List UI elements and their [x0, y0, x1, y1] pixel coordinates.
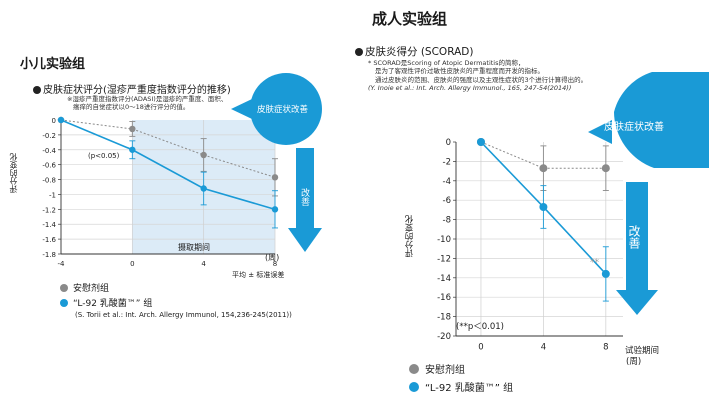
- y-tick-label: -12: [437, 254, 451, 264]
- legend-grey-dot-icon: [409, 364, 419, 374]
- left-badge-icon: [250, 73, 322, 145]
- left-note-line: 瘙痒的自觉症状以0～18进行评分的值。: [73, 103, 190, 112]
- right-x-unit: (周): [626, 357, 642, 367]
- left-chart-title-text: 皮肤症状评分(湿疹严重度指数评分的推移): [43, 85, 231, 96]
- right-chart-title-text: 皮肤炎得分 (SCORAD): [365, 46, 474, 58]
- placebo-point: [200, 151, 207, 159]
- y-tick-label: -0.4: [42, 147, 56, 155]
- y-tick-label: -10: [437, 235, 451, 245]
- l92-point: [129, 146, 136, 153]
- left-improve-arrow-head-icon: [288, 228, 322, 252]
- right-y-axis-label: 评分的变化: [405, 215, 415, 258]
- y-tick-label: -18: [437, 313, 451, 323]
- right-improve-arrow-icon: [626, 182, 648, 292]
- left-chart-title: 皮肤症状评分(湿疹严重度指数评分的推移): [33, 81, 231, 96]
- x-tick-label: 0: [478, 343, 483, 353]
- y-tick-label: -2: [443, 157, 451, 167]
- right-arrow-label: 改善: [627, 225, 641, 249]
- placebo-point: [539, 164, 548, 173]
- right-p-note: (**p＜0.01): [456, 322, 504, 332]
- adult-group-heading: 成人实验组: [372, 10, 448, 28]
- left-chart: 0 -0.2 -0.4 -0.6 -0.8 -1 -1.2 -1.4 -1.6 -1.8-4 0 4 8: [42, 73, 322, 268]
- right-chart-title: 皮肤炎得分 (SCORAD): [355, 44, 473, 59]
- x-tick-label: 8: [273, 260, 277, 268]
- left-note-line: ※湿疹严重度指数评分(ADASI)是湿疹的严重度、面积、: [67, 95, 228, 103]
- left-y-axis-label: 评分的变化: [9, 153, 18, 193]
- right-badge-icon: [614, 72, 709, 168]
- left-badge-pointer-icon: [231, 99, 252, 119]
- y-tick-label: -1.4: [42, 221, 56, 229]
- y-tick-label: -1: [49, 191, 56, 199]
- placebo-series-line: [60, 119, 276, 178]
- l92-point: [271, 206, 279, 213]
- y-tick-label: -1.6: [42, 236, 56, 244]
- x-tick-label: 4: [201, 260, 206, 268]
- right-note-line: (Y. Inoie et al.: Int. Arch. Allergy Imm…: [368, 84, 572, 93]
- y-tick-label: -0.8: [42, 177, 56, 185]
- y-tick-label: -14: [437, 274, 451, 284]
- left-x-unit: (周): [265, 253, 280, 262]
- right-note-line: 通过皮肤炎的范围、皮肤炎的强度以及主观性症状的3个进行计算得出的。: [375, 75, 588, 84]
- y-tick-label: -0.2: [42, 132, 56, 140]
- right-legend-l92: “L-92 乳酸菌™” 组: [409, 379, 513, 394]
- placebo-point: [129, 125, 136, 133]
- legend-placebo-label: 安慰剂组: [73, 284, 110, 294]
- bullet-icon: [355, 48, 363, 56]
- left-improve-arrow-icon: [296, 148, 314, 228]
- l92-point: [57, 116, 65, 124]
- x-tick-label: 8: [603, 343, 608, 353]
- x-tick-label: 0: [130, 260, 134, 268]
- y-tick-label: -16: [437, 293, 451, 303]
- legend-placebo-label: 安慰剂组: [425, 365, 465, 376]
- bullet-icon: [33, 86, 41, 94]
- l92-point: [200, 185, 207, 192]
- x-tick-label: 4: [541, 343, 546, 353]
- y-tick-label: -4: [443, 177, 451, 187]
- placebo-point: [271, 174, 279, 181]
- l92-point: [476, 138, 485, 146]
- right-x-axis-label: 试验期间: [625, 346, 660, 356]
- child-group-heading: 小儿实验组: [20, 57, 86, 72]
- legend-l92-label: “L-92 乳酸菌™” 组: [73, 299, 153, 309]
- legend-grey-dot-icon: [60, 284, 68, 292]
- left-legend-l92: “L-92 乳酸菌™” 组: [60, 296, 152, 309]
- left-note: ※湿疹严重度指数评分(ADASI)是湿疹的严重度、面积、 瘙痒的自觉症状以0～1…: [67, 95, 227, 112]
- y-tick-label: -0.6: [42, 162, 56, 170]
- y-tick-label: -1.2: [42, 206, 56, 214]
- right-chart: 0 -2 -4 -6 -8 -10 -12 -14 -16 -18 -20 0 4 8: [437, 72, 709, 353]
- left-arrow-label: 改善: [299, 188, 309, 206]
- l92-point: [601, 269, 610, 278]
- legend-blue-dot-icon: [60, 299, 68, 307]
- left-badge-text: 皮肤症状改善: [257, 105, 309, 115]
- left-citation: (S. Torii et al.: Int. Arch. Allergy Imm…: [75, 311, 292, 319]
- right-legend-placebo: 安慰剂组: [409, 361, 465, 376]
- right-note: * SCORAD是Scoring of Atopic Dermatitis的简称…: [368, 59, 587, 93]
- legend-l92-label: “L-92 乳酸菌™” 组: [425, 383, 514, 394]
- y-tick-label: -8: [443, 216, 451, 226]
- y-tick-label: -6: [443, 196, 451, 206]
- y-tick-label: -1.8: [42, 251, 56, 259]
- left-p-note: (p<0.05): [88, 152, 120, 160]
- l92-series-line: [60, 119, 276, 211]
- right-note-line: 是为了客观性评价过敏性皮肤炎的严重程度而开发的指标。: [375, 67, 544, 76]
- right-badge-text: 皮肤症状改善: [604, 122, 664, 133]
- l92-point: [539, 202, 548, 211]
- stat-note: 平均 ± 标准误差: [232, 271, 285, 279]
- right-improve-arrow-head-icon: [616, 290, 658, 315]
- x-tick-label: -4: [58, 260, 66, 268]
- y-tick-label: -20: [437, 332, 451, 342]
- right-badge-pointer-icon: [588, 120, 612, 144]
- legend-blue-dot-icon: [409, 382, 419, 392]
- left-legend-placebo: 安慰剂组: [60, 281, 109, 294]
- intake-period-label: 摄取期间: [178, 243, 210, 252]
- right-sig-mark: **: [590, 258, 599, 268]
- placebo-series-line: [480, 141, 606, 169]
- y-tick-label: 0: [446, 138, 451, 148]
- placebo-point: [601, 164, 610, 173]
- right-note-line: * SCORAD是Scoring of Atopic Dermatitis的简称…: [368, 59, 525, 67]
- y-tick-label: 0: [52, 117, 56, 125]
